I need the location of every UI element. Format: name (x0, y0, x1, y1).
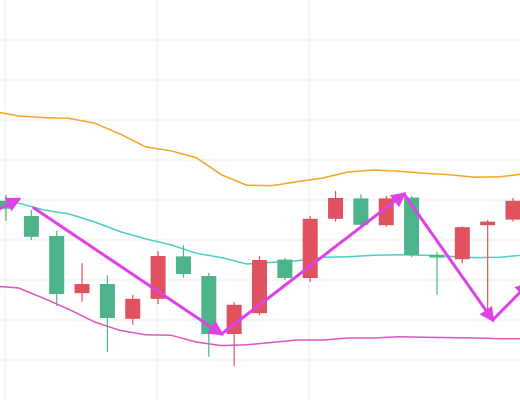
candle-body (49, 236, 65, 294)
candle-body (74, 284, 90, 294)
candle-body (175, 256, 191, 274)
candles (0, 190, 520, 366)
candle (429, 252, 445, 295)
candle-body (252, 260, 267, 314)
candle (125, 294, 141, 325)
candle (353, 194, 369, 226)
candle-body (505, 200, 520, 220)
trend-arrow (32, 206, 224, 336)
candle (328, 190, 344, 222)
candle (99, 275, 115, 352)
candle-body (99, 284, 115, 318)
trend-arrow (402, 192, 495, 323)
candle (49, 230, 65, 306)
candle (175, 245, 191, 278)
candle-body (328, 198, 344, 219)
candle-body (429, 254, 445, 258)
lower-band-line (0, 285, 520, 347)
candle (23, 210, 39, 240)
trend-arrow (0, 197, 22, 212)
candle (302, 216, 318, 282)
candle-body (480, 221, 496, 226)
candle-body (277, 259, 293, 278)
candle (201, 272, 217, 357)
candle (454, 226, 470, 264)
candle (480, 220, 496, 316)
candle-body (23, 216, 39, 237)
trend-arrow (491, 281, 520, 322)
candle-body (125, 298, 141, 319)
candle-body (353, 198, 369, 225)
candle-body (201, 276, 217, 334)
candle (505, 198, 520, 222)
candle (74, 263, 90, 302)
trend-arrows (0, 192, 520, 336)
upper-band-line (0, 111, 520, 187)
candle (277, 258, 293, 280)
trend-arrow (219, 192, 407, 336)
candle-body (454, 227, 470, 260)
